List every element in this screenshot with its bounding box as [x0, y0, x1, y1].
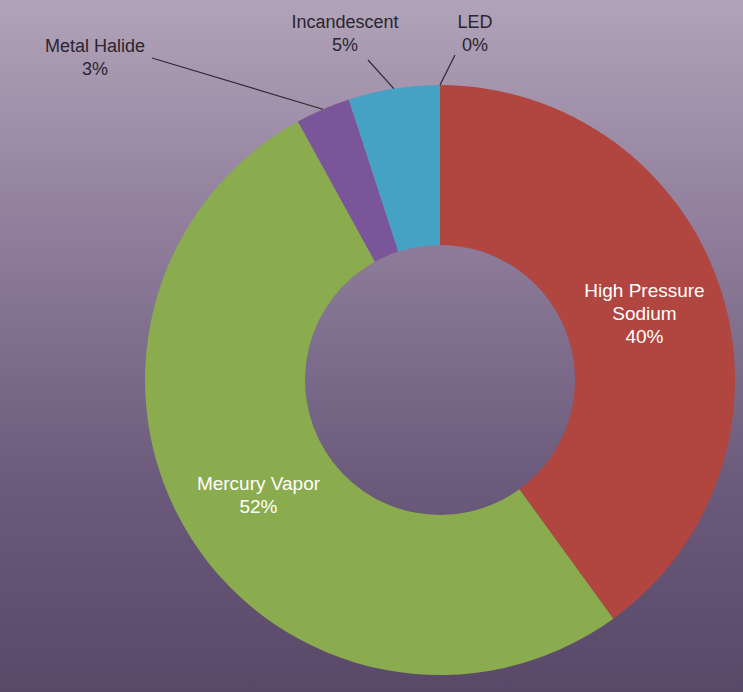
- svg-text:Incandescent5%: Incandescent5%: [291, 12, 398, 55]
- svg-text:LED0%: LED0%: [457, 12, 492, 55]
- svg-text:High PressureSodium40%: High PressureSodium40%: [584, 280, 704, 347]
- svg-text:Metal Halide3%: Metal Halide3%: [45, 36, 145, 79]
- svg-text:Mercury Vapor52%: Mercury Vapor52%: [197, 473, 321, 517]
